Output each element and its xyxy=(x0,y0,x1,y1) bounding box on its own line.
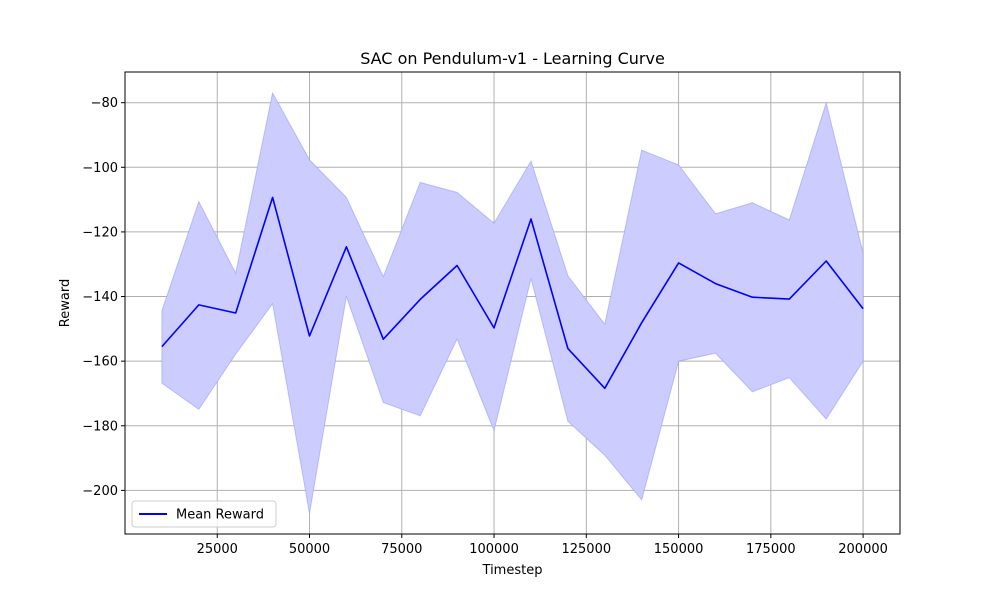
x-tick-label: 100000 xyxy=(469,542,519,557)
y-axis-label: Reward xyxy=(58,279,73,327)
y-tick-label: −180 xyxy=(82,419,118,434)
y-tick-label: −200 xyxy=(82,484,118,499)
std-band xyxy=(161,91,864,514)
std-band-layer xyxy=(161,91,864,514)
y-tick-label: −80 xyxy=(91,96,118,111)
y-tick-label: −120 xyxy=(82,225,118,240)
x-tick-label: 150000 xyxy=(654,542,704,557)
y-axis-ticks: −200 −180 −160 −140 −120 −100 −80 xyxy=(82,96,125,499)
legend-box xyxy=(131,500,277,528)
x-tick-label: 125000 xyxy=(561,542,611,557)
mean-reward-line xyxy=(161,196,864,390)
y-tick-label: −140 xyxy=(82,290,118,305)
y-tick-label: −100 xyxy=(82,161,118,176)
x-axis-label: Timestep xyxy=(482,563,543,578)
mean-line-layer xyxy=(161,196,864,390)
legend: Mean Reward xyxy=(131,500,277,528)
y-tick-label: −160 xyxy=(82,355,118,370)
plot-frame xyxy=(124,71,901,535)
legend-label-mean-reward: Mean Reward xyxy=(176,508,264,523)
x-axis-ticks: 25000 50000 75000 100000 125000 150000 175000 2… xyxy=(197,534,888,557)
x-tick-label: 200000 xyxy=(838,542,888,557)
chart-title: SAC on Pendulum-v1 - Learning Curve xyxy=(360,49,665,68)
x-tick-label: 50000 xyxy=(289,542,330,557)
x-tick-label: 75000 xyxy=(381,542,422,557)
x-tick-label: 25000 xyxy=(197,542,238,557)
x-tick-label: 175000 xyxy=(746,542,796,557)
